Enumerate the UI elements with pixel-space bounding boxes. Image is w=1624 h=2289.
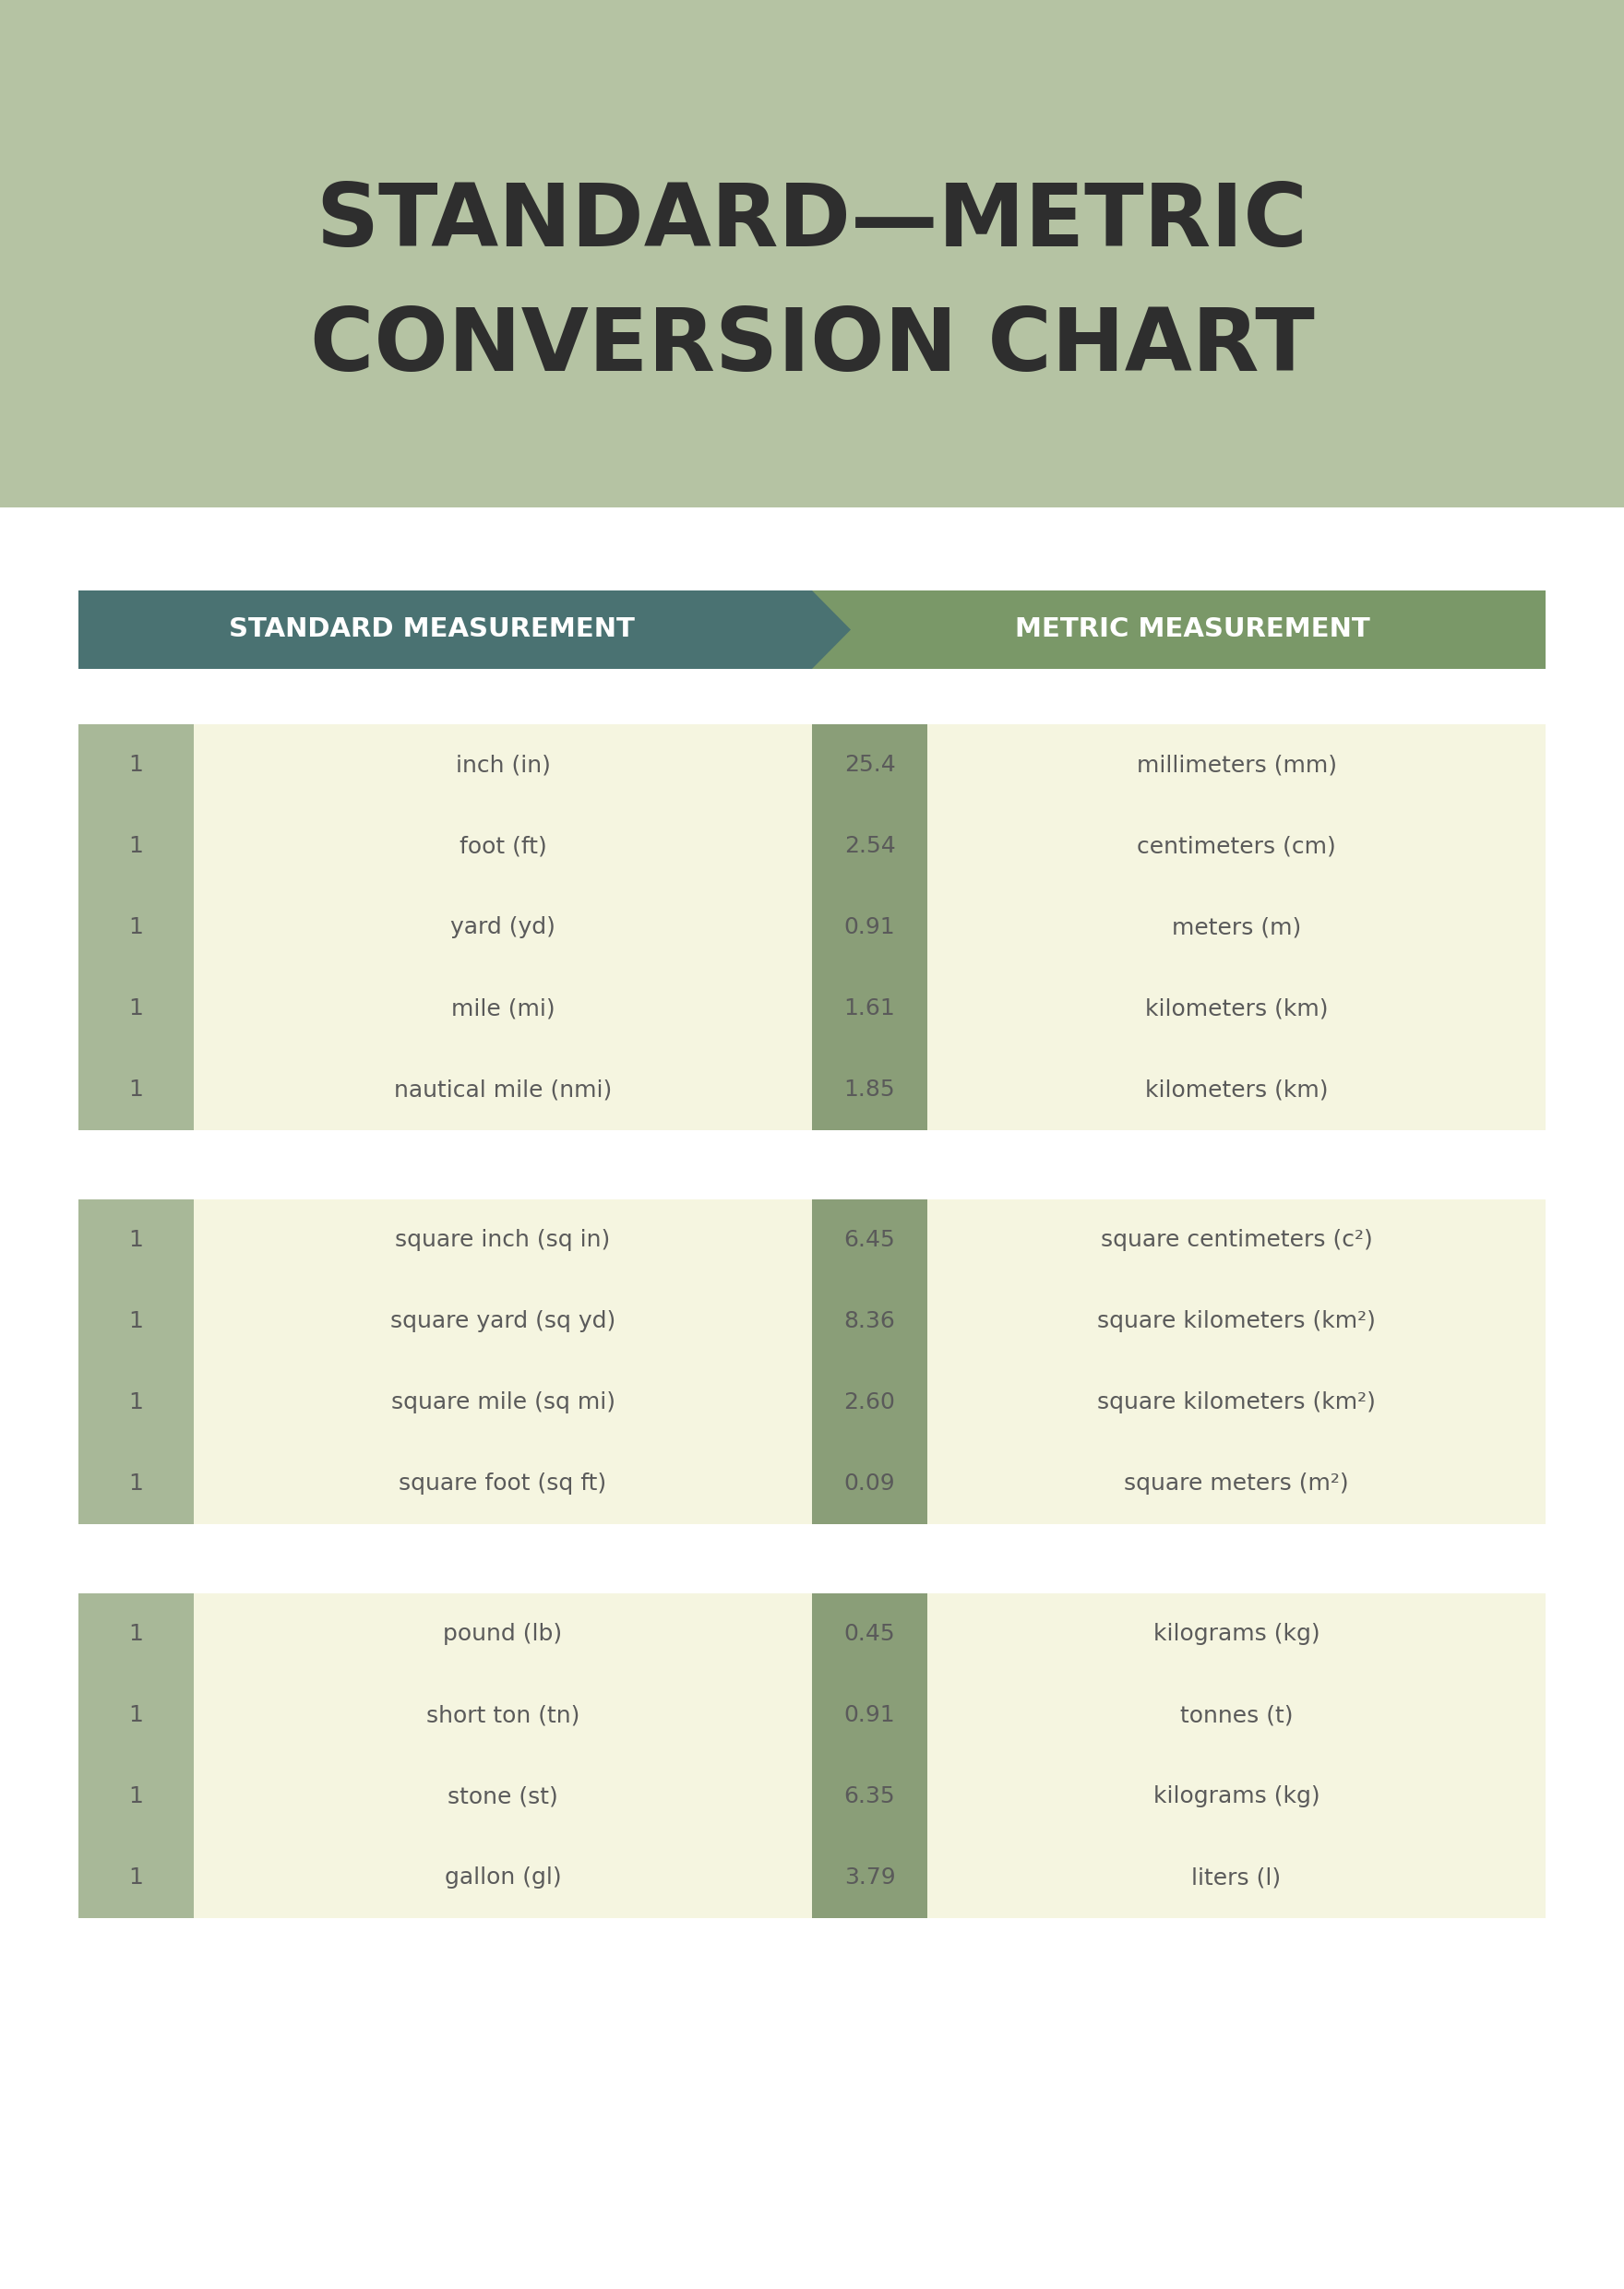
Text: 25.4: 25.4 <box>844 753 895 776</box>
Text: kilometers (km): kilometers (km) <box>1145 998 1328 1019</box>
Text: 1: 1 <box>128 1866 143 1888</box>
FancyBboxPatch shape <box>193 723 812 1131</box>
Text: 1: 1 <box>128 998 143 1019</box>
Polygon shape <box>78 591 851 668</box>
Text: 1: 1 <box>128 1392 143 1412</box>
Text: square kilometers (km²): square kilometers (km²) <box>1098 1309 1376 1332</box>
Text: nautical mile (nmi): nautical mile (nmi) <box>395 1078 612 1101</box>
Text: 1: 1 <box>128 1703 143 1726</box>
Text: pound (lb): pound (lb) <box>443 1623 562 1646</box>
Text: 6.45: 6.45 <box>844 1229 895 1252</box>
FancyBboxPatch shape <box>927 1199 1546 1524</box>
FancyBboxPatch shape <box>78 1199 193 1524</box>
Text: 1: 1 <box>128 1623 143 1646</box>
Text: 0.91: 0.91 <box>844 916 895 938</box>
Text: kilometers (km): kilometers (km) <box>1145 1078 1328 1101</box>
FancyBboxPatch shape <box>812 1199 927 1524</box>
Text: 0.45: 0.45 <box>844 1623 895 1646</box>
Text: square inch (sq in): square inch (sq in) <box>395 1229 611 1252</box>
Text: 3.79: 3.79 <box>844 1866 895 1888</box>
Text: mile (mi): mile (mi) <box>451 998 555 1019</box>
Text: STANDARD MEASUREMENT: STANDARD MEASUREMENT <box>229 616 635 643</box>
Text: square mile (sq mi): square mile (sq mi) <box>391 1392 615 1412</box>
Text: 1: 1 <box>128 835 143 856</box>
FancyBboxPatch shape <box>927 723 1546 1131</box>
Text: 1: 1 <box>128 1472 143 1495</box>
Text: square foot (sq ft): square foot (sq ft) <box>400 1472 607 1495</box>
Text: foot (ft): foot (ft) <box>460 835 547 856</box>
Text: gallon (gl): gallon (gl) <box>445 1866 562 1888</box>
Text: METRIC MEASUREMENT: METRIC MEASUREMENT <box>1015 616 1371 643</box>
Text: 1.85: 1.85 <box>844 1078 895 1101</box>
Text: tonnes (t): tonnes (t) <box>1181 1703 1293 1726</box>
Text: 1: 1 <box>128 1309 143 1332</box>
Text: square kilometers (km²): square kilometers (km²) <box>1098 1392 1376 1412</box>
Text: 6.35: 6.35 <box>844 1785 895 1808</box>
FancyBboxPatch shape <box>193 1199 812 1524</box>
Text: 0.09: 0.09 <box>844 1472 895 1495</box>
Text: 2.54: 2.54 <box>844 835 895 856</box>
FancyBboxPatch shape <box>78 723 193 1131</box>
Text: inch (in): inch (in) <box>455 753 551 776</box>
Text: 1: 1 <box>128 1229 143 1252</box>
Text: centimeters (cm): centimeters (cm) <box>1137 835 1337 856</box>
FancyBboxPatch shape <box>193 1593 812 1918</box>
Text: CONVERSION CHART: CONVERSION CHART <box>310 304 1314 389</box>
Text: square yard (sq yd): square yard (sq yd) <box>390 1309 615 1332</box>
Text: millimeters (mm): millimeters (mm) <box>1137 753 1337 776</box>
Text: 1: 1 <box>128 1078 143 1101</box>
Text: 8.36: 8.36 <box>844 1309 895 1332</box>
Text: STANDARD—METRIC: STANDARD—METRIC <box>317 179 1307 263</box>
Text: liters (l): liters (l) <box>1192 1866 1281 1888</box>
FancyBboxPatch shape <box>812 1593 927 1918</box>
Text: meters (m): meters (m) <box>1173 916 1301 938</box>
FancyBboxPatch shape <box>78 1593 193 1918</box>
Text: kilograms (kg): kilograms (kg) <box>1153 1785 1320 1808</box>
Text: yard (yd): yard (yd) <box>450 916 555 938</box>
Text: kilograms (kg): kilograms (kg) <box>1153 1623 1320 1646</box>
FancyBboxPatch shape <box>812 723 927 1131</box>
FancyBboxPatch shape <box>0 0 1624 508</box>
Text: short ton (tn): short ton (tn) <box>425 1703 580 1726</box>
Text: stone (st): stone (st) <box>448 1785 559 1808</box>
Text: 1: 1 <box>128 916 143 938</box>
Text: 1: 1 <box>128 1785 143 1808</box>
Text: 2.60: 2.60 <box>844 1392 895 1412</box>
Text: square centimeters (c²): square centimeters (c²) <box>1101 1229 1372 1252</box>
FancyBboxPatch shape <box>927 1593 1546 1918</box>
Text: square meters (m²): square meters (m²) <box>1124 1472 1350 1495</box>
FancyBboxPatch shape <box>776 591 1546 668</box>
Text: 0.91: 0.91 <box>844 1703 895 1726</box>
Text: 1: 1 <box>128 753 143 776</box>
Text: 1.61: 1.61 <box>844 998 895 1019</box>
